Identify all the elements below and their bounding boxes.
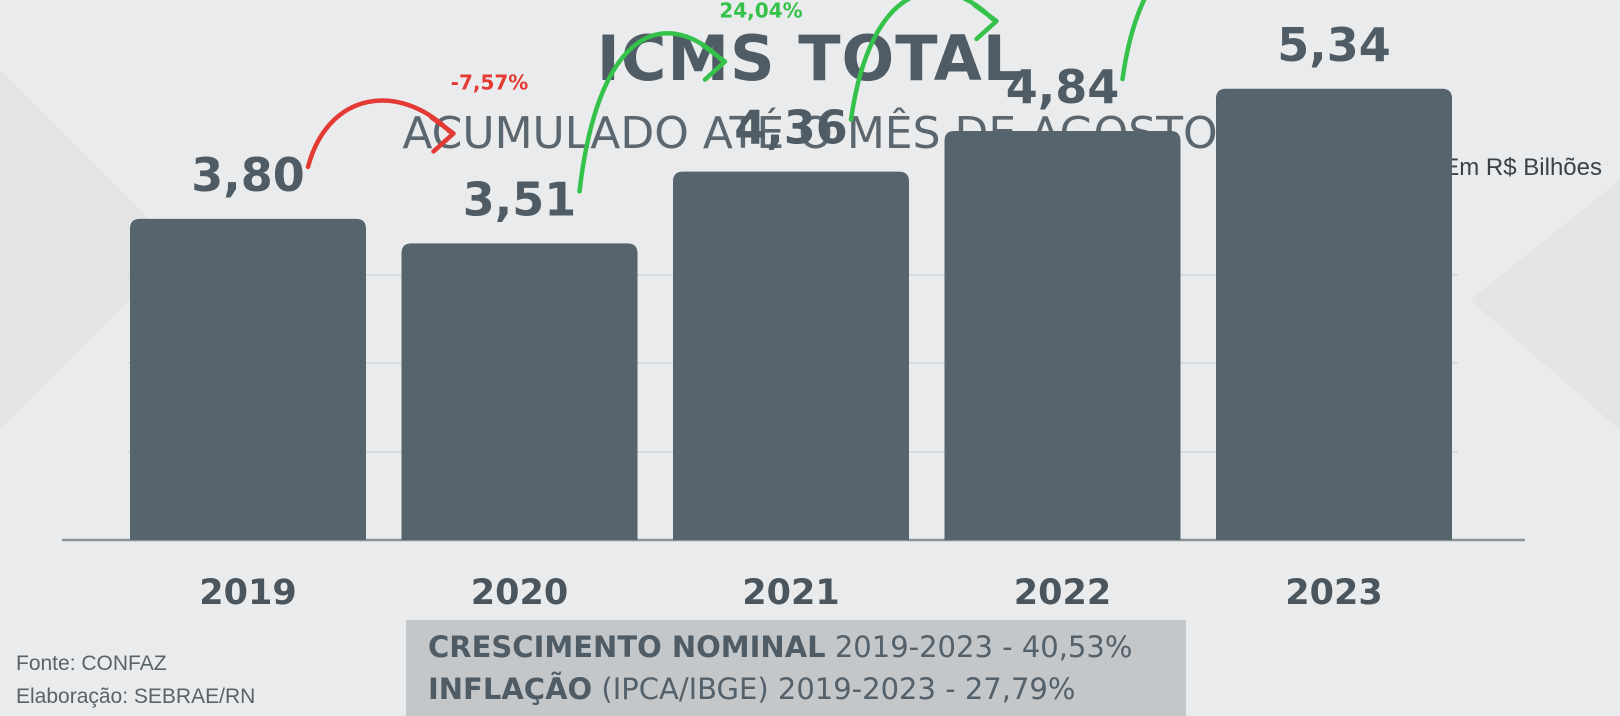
change-label-2020: -7,57% (451, 70, 529, 94)
value-label-2019: 3,80 (191, 148, 305, 202)
category-label-2023: 2023 (1285, 573, 1382, 613)
summary-box: CRESCIMENTO NOMINAL 2019-2023 - 40,53% I… (406, 620, 1186, 716)
bar-2021 (673, 171, 909, 540)
nominal-growth-value: 2019-2023 - 40,53% (834, 630, 1133, 664)
change-arrow-2022 (848, 0, 995, 122)
change-arrowhead-2021 (700, 43, 728, 82)
inflation-label: INFLAÇÃO (428, 672, 593, 706)
category-label-2020: 2020 (471, 573, 568, 613)
unit-note: *Em R$ Bilhões (1433, 154, 1602, 181)
change-arrow-2021 (577, 31, 724, 194)
category-label-2019: 2019 (199, 573, 296, 613)
inflation-value: (IPCA/IBGE) 2019-2023 - 27,79% (601, 672, 1076, 706)
category-label-2022: 2022 (1014, 573, 1111, 613)
value-label-2022: 4,84 (1006, 60, 1120, 114)
bar-2020 (401, 243, 638, 540)
nominal-growth-line: CRESCIMENTO NOMINAL 2019-2023 - 40,53% (428, 630, 1132, 664)
change-label-2021: 24,04% (719, 0, 802, 23)
value-label-2020: 3,51 (463, 172, 577, 226)
bar-2023 (1216, 88, 1452, 541)
category-label-2021: 2021 (742, 573, 839, 613)
change-arrow-2023 (1120, 0, 1147, 82)
change-arrow-2020 (305, 98, 452, 170)
nominal-growth-label: CRESCIMENTO NOMINAL (428, 630, 826, 664)
value-label-2023: 5,34 (1277, 18, 1391, 72)
source-note: Fonte: CONFAZ (16, 652, 167, 675)
bar-2022 (944, 131, 1181, 540)
change-arrowhead-2022 (972, 2, 999, 42)
inflation-line: INFLAÇÃO (IPCA/IBGE) 2019-2023 - 27,79% (428, 672, 1075, 706)
bar-chart: 3,80 2019 3,51 2020 4,36 2021 4,84 2022 5,34 2023… (62, 0, 1525, 613)
credit-note: Elaboração: SEBRAE/RN (16, 685, 256, 708)
bar-2019 (130, 218, 366, 540)
value-label-2021: 4,36 (734, 101, 848, 155)
change-arrowhead-2020 (429, 115, 456, 154)
